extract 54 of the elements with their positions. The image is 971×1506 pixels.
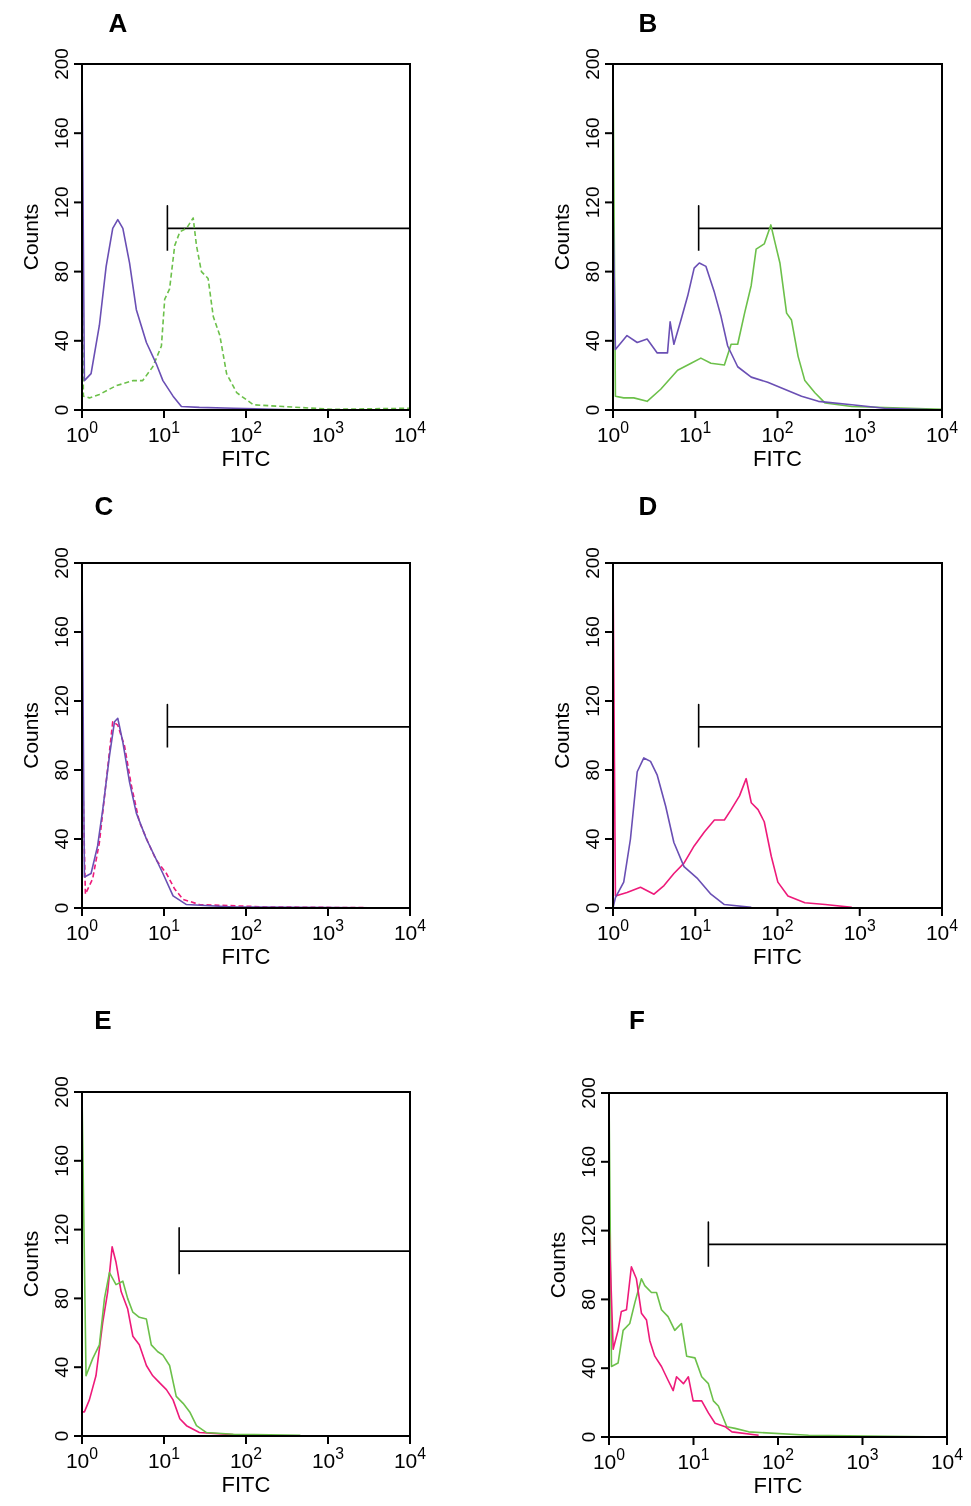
x-axis-title: FITC [221,944,271,969]
x-axis-title: FITC [221,1472,271,1497]
x-axis-title: FITC [753,944,803,969]
y-tick-label: 0 [51,1430,72,1442]
y-axis-title: Counts [550,702,573,769]
y-tick-label: 40 [582,828,603,850]
y-tick-label: 40 [51,330,72,352]
chart-title: B [638,8,658,38]
y-tick-label: 0 [582,404,603,416]
y-tick-label: 200 [582,48,603,80]
y-tick-label: 200 [51,1076,72,1108]
y-tick-label: 80 [51,1287,72,1309]
y-tick-label: 120 [578,1214,599,1247]
y-tick-label: 80 [582,759,603,781]
y-axis-title: Counts [19,702,42,769]
y-axis-title: Counts [19,203,42,271]
y-tick-label: 160 [51,1144,72,1177]
y-tick-label: 120 [582,685,603,717]
y-tick-label: 160 [51,616,72,648]
chart-title: C [94,491,114,521]
y-tick-label: 120 [51,186,72,219]
y-tick-label: 40 [51,1356,72,1378]
chart-title: D [638,491,658,521]
y-axis-title: Counts [546,1231,569,1299]
y-tick-label: 200 [582,547,603,579]
x-axis-title: FITC [753,446,803,471]
x-axis-title: FITC [221,446,271,471]
y-tick-label: 80 [51,261,72,283]
y-tick-label: 160 [582,616,603,648]
y-tick-label: 80 [582,261,603,283]
y-tick-label: 160 [582,117,603,150]
y-tick-label: 0 [582,902,603,914]
y-tick-label: 120 [582,186,603,219]
y-tick-label: 160 [51,117,72,150]
chart-title: F [629,1005,645,1035]
y-tick-label: 120 [51,685,72,717]
y-tick-label: 160 [578,1145,599,1178]
y-tick-label: 40 [578,1357,599,1379]
y-tick-label: 0 [51,404,72,416]
chart-title: A [108,8,128,38]
y-tick-label: 0 [578,1431,599,1443]
y-tick-label: 200 [51,547,72,579]
y-tick-label: 40 [582,330,603,352]
y-tick-label: 80 [51,759,72,781]
y-tick-label: 80 [578,1288,599,1310]
y-tick-label: 120 [51,1213,72,1246]
y-tick-label: 0 [51,902,72,914]
y-axis-title: Counts [19,1230,42,1298]
y-axis-title: Counts [550,203,573,271]
y-tick-label: 40 [51,828,72,850]
chart-title: E [94,1005,112,1035]
y-tick-label: 200 [51,48,72,80]
x-axis-title: FITC [753,1473,803,1498]
y-tick-label: 200 [578,1077,599,1109]
